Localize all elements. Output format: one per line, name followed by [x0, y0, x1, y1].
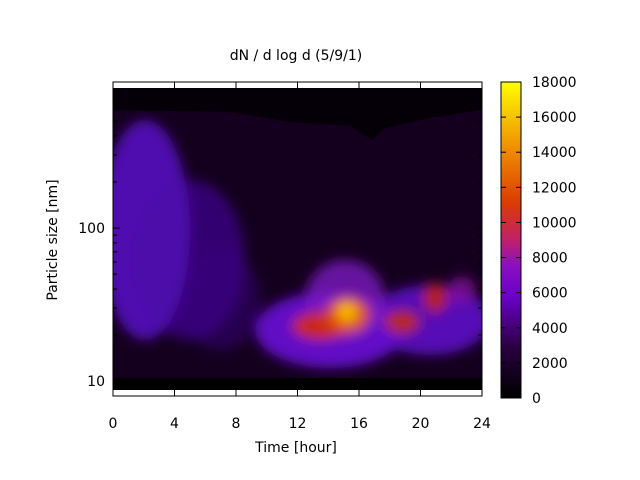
colorbar-gradient [500, 81, 522, 399]
heat-blob [342, 307, 352, 317]
heat-blob [423, 283, 447, 313]
chart-title: dN / d log d (5/9/1) [230, 48, 363, 64]
x-tick-label: 20 [412, 416, 430, 432]
colorbar-tick-label: 10000 [532, 215, 577, 231]
colorbar-tick-label: 0 [532, 391, 541, 407]
y-tick-label: 100 [78, 221, 105, 237]
x-axis-label: Time [hour] [254, 440, 337, 456]
colorbar-tick-label: 6000 [532, 286, 568, 302]
colorbar-tick-label: 2000 [532, 356, 568, 372]
heat-blob [384, 310, 420, 334]
x-tick-label: 4 [170, 416, 179, 432]
colorbar-tick-label: 14000 [532, 145, 577, 161]
colorbar-tick-label: 18000 [532, 75, 577, 91]
y-axis-ticks: 10 100 [78, 81, 482, 390]
colorbar-tick-label: 8000 [532, 251, 568, 267]
y-axis-label: Particle size [nm] [45, 179, 61, 300]
heatmap-features [113, 120, 482, 368]
x-tick-label: 24 [473, 416, 491, 432]
colorbar: 0 2000 4000 6000 8000 10000 12000 14000 16000 180… [500, 75, 577, 407]
top-dark-region [113, 88, 482, 140]
colorbar-tick-label: 12000 [532, 180, 577, 196]
heat-blob [180, 250, 260, 350]
colorbar-tick-label: 4000 [532, 321, 568, 337]
x-tick-label: 0 [109, 416, 118, 432]
colorbar-tick-label: 16000 [532, 110, 577, 126]
y-tick-label: 10 [87, 374, 105, 390]
x-tick-label: 8 [232, 416, 241, 432]
x-axis-ticks: 0 4 8 12 16 20 24 [109, 82, 491, 432]
x-tick-label: 12 [289, 416, 307, 432]
bottom-dark-band [113, 378, 482, 390]
heat-blob [448, 276, 476, 304]
plot-area: 0 4 8 12 16 20 24 10 100 [78, 81, 491, 432]
heat-blob [370, 285, 482, 355]
x-tick-label: 16 [350, 416, 368, 432]
colorbar-ticks: 0 2000 4000 6000 8000 10000 12000 14000 16000 180… [501, 75, 577, 407]
